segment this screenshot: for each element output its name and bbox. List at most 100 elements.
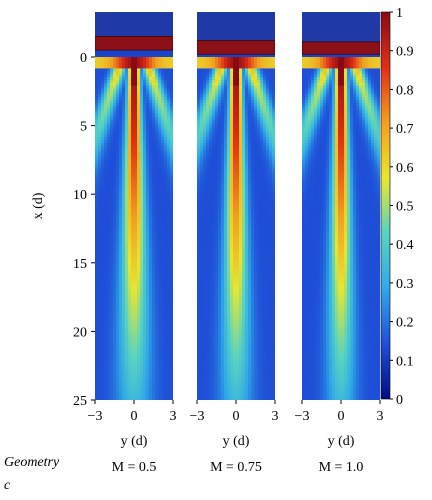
- heat-cell: [227, 162, 231, 167]
- heat-cell: [113, 268, 117, 272]
- heat-cell: [197, 99, 201, 104]
- heat-cell: [107, 105, 111, 110]
- heat-cell: [134, 311, 138, 315]
- heat-cell: [224, 168, 228, 172]
- heat-cell: [272, 168, 275, 172]
- heat-cell: [248, 122, 252, 127]
- heat-cell: [200, 174, 204, 178]
- heat-cell: [158, 394, 162, 398]
- heat-cell: [161, 139, 165, 144]
- heat-cell: [110, 314, 114, 318]
- heat-cell: [95, 159, 99, 164]
- heat-cell: [140, 359, 144, 364]
- heat-cell: [146, 79, 150, 84]
- heat-cell: [269, 77, 273, 81]
- heat-cell: [257, 159, 261, 164]
- heat-cell: [260, 231, 264, 235]
- heat-cell: [104, 294, 108, 298]
- heat-cell: [266, 191, 270, 195]
- heat-cell: [230, 242, 234, 247]
- heat-cell: [116, 182, 120, 187]
- heat-cell: [167, 111, 171, 115]
- heat-cell: [155, 308, 159, 312]
- heat-cell: [263, 102, 267, 107]
- heat-cell: [170, 314, 173, 318]
- heat-cell: [167, 79, 171, 84]
- heat-cell: [110, 177, 114, 181]
- heat-cell: [233, 199, 237, 204]
- heat-cell: [125, 248, 129, 252]
- heat-cell: [164, 274, 168, 278]
- heat-cell: [245, 165, 249, 170]
- heat-cell: [107, 168, 111, 172]
- heat-cell: [206, 68, 210, 72]
- heat-cell: [122, 257, 126, 261]
- heat-cell: [269, 251, 273, 255]
- heat-cell: [254, 154, 258, 158]
- heat-cell: [269, 65, 273, 70]
- heat-cell: [251, 179, 255, 184]
- heat-cell: [149, 302, 153, 307]
- heat-cell: [167, 248, 171, 252]
- heat-cell: [239, 94, 243, 98]
- heat-cell: [122, 182, 126, 187]
- heat-cell: [245, 202, 249, 207]
- heat-cell: [233, 131, 237, 135]
- heat-cell: [203, 214, 207, 218]
- heat-cell: [149, 305, 153, 310]
- heat-cell: [110, 225, 114, 230]
- heat-cell: [245, 159, 249, 164]
- heat-cell: [257, 128, 261, 132]
- heat-cell: [161, 262, 165, 267]
- heat-cell: [107, 71, 111, 75]
- heat-cell: [104, 302, 108, 307]
- heat-cell: [239, 168, 243, 172]
- heat-cell: [140, 248, 144, 252]
- heat-cell: [251, 77, 255, 81]
- heat-cell: [134, 94, 138, 98]
- heat-cell: [134, 202, 138, 207]
- heat-cell: [101, 88, 105, 92]
- heat-cell: [149, 254, 153, 258]
- heat-cell: [227, 102, 231, 107]
- heat-cell: [98, 174, 102, 178]
- heat-cell: [134, 382, 138, 387]
- heat-cell: [140, 171, 144, 175]
- heat-cell: [122, 279, 126, 284]
- heat-cell: [116, 245, 120, 250]
- heat-cell: [158, 197, 162, 201]
- heat-cell: [257, 248, 261, 252]
- heat-cell: [113, 377, 117, 381]
- heat-cell: [116, 211, 120, 215]
- heat-cell: [212, 91, 216, 95]
- heat-cell: [251, 254, 255, 258]
- heat-cell: [242, 74, 246, 78]
- heat-cell: [113, 191, 117, 195]
- heat-cell: [131, 354, 135, 358]
- heat-cell: [137, 282, 141, 287]
- heat-cell: [263, 188, 267, 192]
- heat-cell: [251, 205, 255, 210]
- heat-cell: [224, 145, 228, 150]
- heat-cell: [242, 211, 246, 215]
- heat-cell: [215, 94, 219, 98]
- heat-cell: [260, 122, 264, 127]
- heat-cell: [263, 242, 267, 247]
- heat-cell: [254, 188, 258, 192]
- heat-cell: [155, 74, 159, 78]
- heat-cell: [158, 125, 162, 130]
- heat-cell: [167, 77, 171, 81]
- heat-cell: [110, 71, 114, 75]
- heat-cell: [167, 202, 171, 207]
- heat-cell: [143, 339, 147, 344]
- heat-cell: [116, 199, 120, 204]
- heat-cell: [119, 139, 123, 144]
- heat-cell: [95, 348, 99, 353]
- heat-cell: [149, 122, 153, 127]
- heat-cell: [206, 94, 210, 98]
- heat-cell: [104, 159, 108, 164]
- heat-cell: [143, 317, 147, 321]
- heat-cell: [155, 377, 159, 381]
- heat-cell: [134, 391, 138, 395]
- heat-cell: [161, 91, 165, 95]
